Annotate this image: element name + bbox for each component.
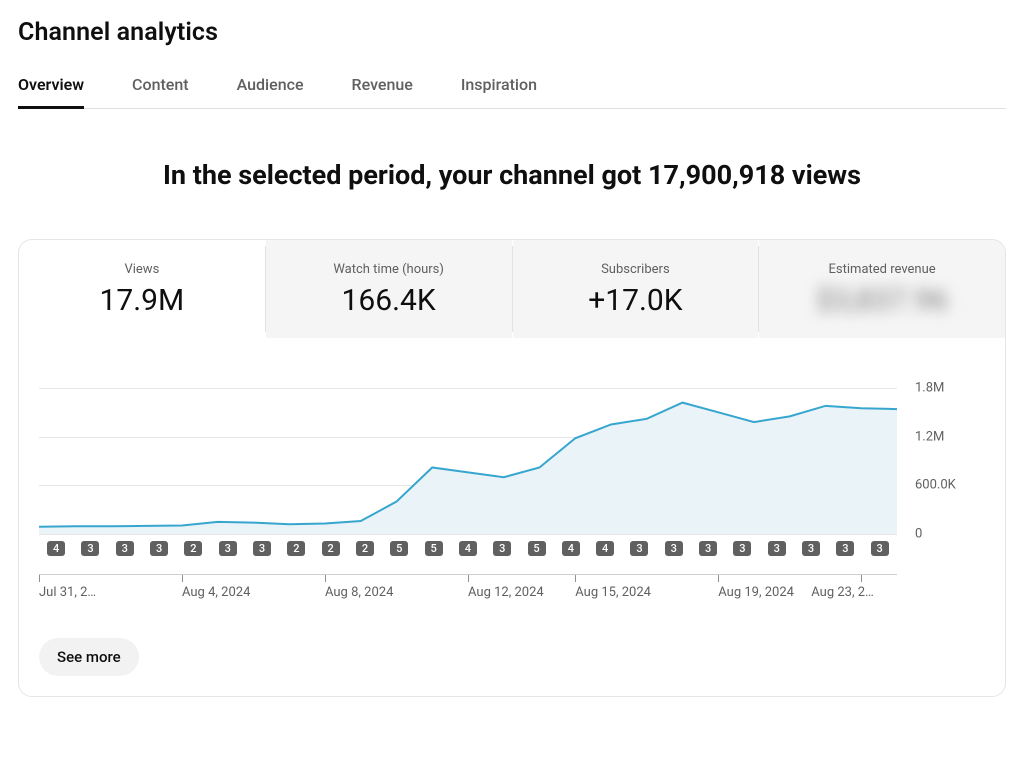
marker-count: 4 <box>562 541 580 556</box>
x-axis-label: Aug 12, 2024 <box>468 585 544 600</box>
metric-value: 166.4K <box>276 283 502 318</box>
chart-day-marker[interactable]: 4 <box>39 538 73 558</box>
x-tick <box>468 575 469 582</box>
chart-x-axis: Jul 31, 2… Aug 4, 2024 Aug 8, 2024 Aug 12, … <box>39 574 897 608</box>
marker-count: 3 <box>630 541 648 556</box>
metric-value: $3,837.96 <box>769 283 995 318</box>
marker-count: 2 <box>356 541 374 556</box>
marker-count: 3 <box>836 541 854 556</box>
x-axis-label: Aug 19, 2024 <box>718 585 794 600</box>
chart-day-marker[interactable]: 3 <box>622 538 656 558</box>
chart-day-marker[interactable]: 3 <box>691 538 725 558</box>
chart-day-marker[interactable]: 2 <box>314 538 348 558</box>
metric-card[interactable]: Watch time (hours) 166.4K <box>266 240 512 338</box>
chart-day-marker[interactable]: 4 <box>588 538 622 558</box>
x-axis-label: Aug 8, 2024 <box>325 585 393 600</box>
metric-card[interactable]: Views 17.9M <box>19 240 265 338</box>
marker-count: 3 <box>116 541 134 556</box>
tab-inspiration[interactable]: Inspiration <box>461 69 537 108</box>
marker-count: 3 <box>493 541 511 556</box>
marker-count: 5 <box>425 541 443 556</box>
chart-day-marker[interactable]: 3 <box>760 538 794 558</box>
metrics-row: Views 17.9M Watch time (hours) 166.4K Subscr… <box>19 240 1005 338</box>
tabs: Overview Content Audience Revenue Inspiratio… <box>18 69 1006 109</box>
chart-day-marker[interactable]: 5 <box>382 538 416 558</box>
chart-day-marker[interactable]: 2 <box>279 538 313 558</box>
chart-day-marker[interactable]: 3 <box>794 538 828 558</box>
page-title: Channel analytics <box>18 18 1006 47</box>
x-axis-label: Aug 4, 2024 <box>182 585 250 600</box>
tab-content[interactable]: Content <box>132 69 189 108</box>
chart-day-marker[interactable]: 3 <box>108 538 142 558</box>
x-axis-label: Aug 23, 2… <box>811 585 874 600</box>
metric-value: 17.9M <box>29 283 255 318</box>
metric-label: Subscribers <box>523 262 749 277</box>
y-axis-label: 1.8M <box>915 381 944 396</box>
see-more-button[interactable]: See more <box>39 638 139 676</box>
chart-markers: 4 3 3 3 2 3 3 2 2 2 5 5 4 3 5 4 4 3 3 3 3 3 3 3 3 <box>39 538 897 558</box>
y-axis-label: 0 <box>915 527 922 542</box>
x-tick <box>575 575 576 582</box>
x-tick <box>718 575 719 582</box>
y-axis-label: 1.2M <box>915 429 944 444</box>
chart-day-marker[interactable]: 2 <box>348 538 382 558</box>
chart-day-marker[interactable]: 3 <box>657 538 691 558</box>
views-chart: 0 600.0K 1.2M 1.8M 4 3 3 3 2 3 3 2 2 2 5 5 4 3 5 4 4 3 3 3 3 3 3 3… <box>19 338 1005 568</box>
metric-label: Estimated revenue <box>769 262 995 277</box>
marker-count: 3 <box>219 541 237 556</box>
marker-count: 4 <box>459 541 477 556</box>
marker-count: 2 <box>322 541 340 556</box>
chart-day-marker[interactable]: 5 <box>519 538 553 558</box>
x-axis-label: Aug 15, 2024 <box>575 585 651 600</box>
chart-day-marker[interactable]: 2 <box>176 538 210 558</box>
marker-count: 3 <box>665 541 683 556</box>
chart-day-marker[interactable]: 3 <box>245 538 279 558</box>
marker-count: 2 <box>184 541 202 556</box>
chart-day-marker[interactable]: 3 <box>142 538 176 558</box>
x-tick <box>182 575 183 582</box>
gridline <box>39 534 897 535</box>
chart-day-marker[interactable]: 5 <box>416 538 450 558</box>
marker-count: 3 <box>253 541 271 556</box>
chart-day-marker[interactable]: 4 <box>451 538 485 558</box>
chart-day-marker[interactable]: 3 <box>73 538 107 558</box>
chart-day-marker[interactable]: 3 <box>863 538 897 558</box>
tab-overview[interactable]: Overview <box>18 69 84 108</box>
marker-count: 3 <box>802 541 820 556</box>
headline-summary: In the selected period, your channel got… <box>18 159 1006 191</box>
y-axis-label: 600.0K <box>915 478 956 493</box>
tab-revenue[interactable]: Revenue <box>352 69 413 108</box>
marker-count: 4 <box>47 541 65 556</box>
analytics-card: Views 17.9M Watch time (hours) 166.4K Subscr… <box>18 239 1006 697</box>
marker-count: 3 <box>699 541 717 556</box>
marker-count: 4 <box>596 541 614 556</box>
x-tick <box>325 575 326 582</box>
chart-y-labels: 0600.0K1.2M1.8M <box>905 388 985 534</box>
marker-count: 3 <box>768 541 786 556</box>
marker-count: 5 <box>528 541 546 556</box>
chart-day-marker[interactable]: 3 <box>725 538 759 558</box>
metric-label: Views <box>29 262 255 277</box>
metric-card[interactable]: Estimated revenue $3,837.96 <box>759 240 1005 338</box>
metric-label: Watch time (hours) <box>276 262 502 277</box>
x-tick <box>39 575 40 582</box>
marker-count: 3 <box>733 541 751 556</box>
chart-day-marker[interactable]: 4 <box>554 538 588 558</box>
chart-day-marker[interactable]: 3 <box>211 538 245 558</box>
x-axis-label: Jul 31, 2… <box>39 585 96 600</box>
metric-card[interactable]: Subscribers +17.0K <box>513 240 759 338</box>
metric-value: +17.0K <box>523 283 749 318</box>
tab-audience[interactable]: Audience <box>237 69 304 108</box>
marker-count: 2 <box>287 541 305 556</box>
marker-count: 3 <box>150 541 168 556</box>
marker-count: 5 <box>390 541 408 556</box>
marker-count: 3 <box>871 541 889 556</box>
chart-day-marker[interactable]: 3 <box>485 538 519 558</box>
x-tick <box>861 575 862 582</box>
marker-count: 3 <box>81 541 99 556</box>
chart-area <box>39 388 897 534</box>
chart-day-marker[interactable]: 3 <box>828 538 862 558</box>
